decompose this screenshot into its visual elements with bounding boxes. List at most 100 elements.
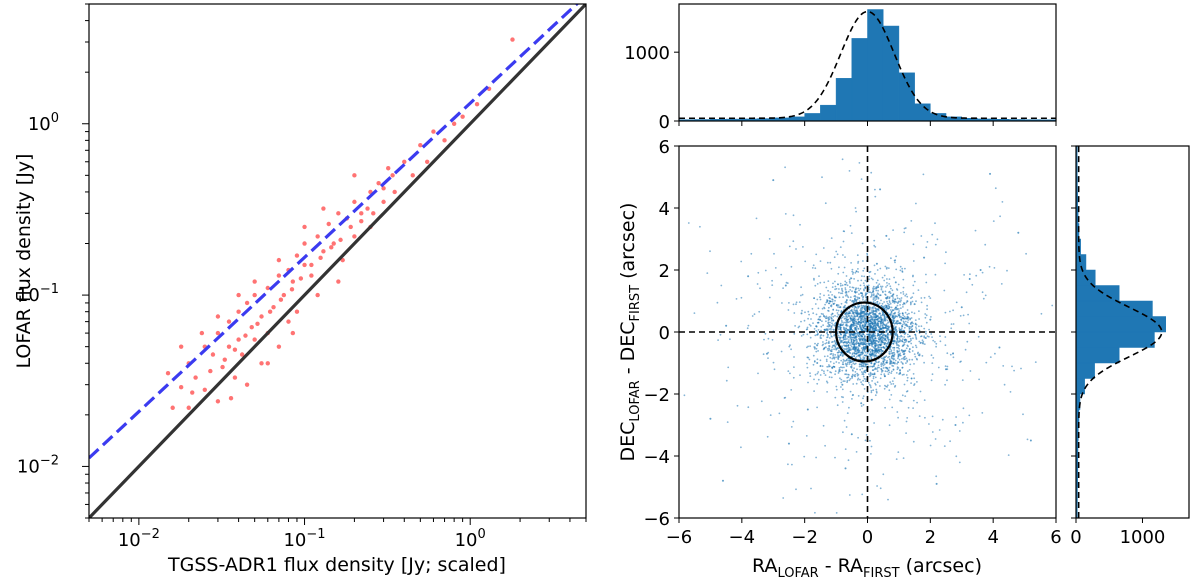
offset-point: [910, 339, 912, 342]
offset-point: [854, 271, 857, 274]
offset-point: [854, 306, 857, 309]
offset-point: [828, 376, 831, 378]
offset-point: [819, 374, 822, 376]
offset-point: [833, 348, 835, 351]
offset-point: [838, 266, 840, 269]
offset-point: [909, 337, 912, 340]
offset-point: [902, 349, 905, 352]
offset-point: [845, 313, 847, 315]
offset-point: [826, 336, 828, 339]
offset-point: [814, 373, 817, 376]
offset-point: [855, 210, 857, 213]
offset-point: [905, 390, 908, 393]
offset-point: [910, 382, 912, 384]
offset-point: [892, 352, 894, 354]
offset-point: [841, 355, 844, 357]
offsets-y-tick-label: 4: [659, 199, 670, 220]
offset-point: [904, 395, 907, 397]
flux-point: [318, 255, 323, 261]
offset-point: [856, 372, 859, 375]
flux-point: [193, 375, 198, 380]
offset-point: [923, 343, 926, 345]
offset-point: [886, 359, 888, 362]
offset-point: [912, 440, 915, 443]
offset-point: [848, 328, 851, 330]
offset-point: [842, 431, 844, 434]
offset-point: [888, 290, 891, 293]
offset-point: [928, 328, 930, 331]
offset-point: [806, 326, 809, 329]
offset-point: [865, 365, 867, 368]
offset-point: [925, 281, 928, 284]
offset-point: [864, 439, 867, 442]
offset-point: [864, 343, 867, 346]
offset-point: [866, 312, 869, 315]
offset-point: [897, 301, 900, 304]
offset-point: [799, 374, 801, 376]
flux-plot-area: [89, 4, 586, 518]
offset-point: [874, 246, 877, 248]
offset-point: [838, 362, 840, 364]
offset-point: [860, 337, 862, 340]
offset-point: [894, 300, 897, 303]
offset-point: [871, 365, 873, 368]
offset-point: [880, 367, 883, 370]
offset-point: [890, 372, 893, 374]
offset-point: [934, 341, 936, 343]
offset-point: [671, 450, 673, 452]
offset-point: [894, 322, 897, 324]
offsets-y-axis-label: DECLOFAR - DECFIRST (arcsec): [617, 203, 643, 462]
offset-point: [994, 352, 996, 355]
offsets-y-tick-label: −6: [643, 509, 670, 530]
offset-point: [787, 463, 789, 466]
offset-point: [884, 356, 886, 359]
offsets-x-tick-label: 2: [925, 527, 936, 548]
offset-point: [897, 354, 900, 357]
flux-point: [402, 159, 407, 164]
offset-point: [842, 296, 844, 299]
offset-point: [768, 296, 771, 299]
offset-point: [842, 341, 845, 344]
offset-point: [851, 343, 854, 345]
offset-point: [906, 295, 909, 298]
flux-point: [276, 273, 282, 278]
offset-point: [832, 299, 834, 301]
offset-point: [820, 337, 823, 339]
flux-point: [309, 262, 314, 268]
offset-point: [919, 390, 922, 393]
offset-point: [907, 319, 910, 321]
offset-point: [882, 356, 885, 359]
offset-point: [850, 365, 853, 368]
offset-point: [873, 264, 876, 267]
offset-point: [845, 345, 848, 348]
offset-point: [876, 279, 879, 282]
offset-point: [910, 317, 913, 319]
offset-point: [853, 363, 856, 366]
offset-point: [813, 347, 816, 350]
offset-point: [835, 287, 838, 290]
offset-point: [860, 311, 862, 314]
offset-point: [837, 309, 840, 312]
offset-point: [815, 325, 818, 328]
offset-point: [883, 305, 886, 308]
offset-point: [838, 370, 840, 373]
offset-point: [860, 315, 863, 318]
offset-point: [887, 498, 889, 501]
offset-point: [878, 349, 880, 351]
offset-point: [821, 176, 823, 179]
offset-point: [809, 372, 811, 375]
offset-point: [803, 455, 806, 458]
offset-point: [832, 315, 835, 318]
offset-point: [887, 322, 889, 324]
offset-point: [931, 431, 934, 433]
offset-point: [918, 415, 921, 417]
offset-point: [931, 336, 933, 338]
ra-histogram-bar: [914, 103, 931, 121]
offset-point: [870, 362, 873, 365]
offset-point: [888, 371, 891, 374]
offset-point: [851, 352, 854, 355]
offset-point: [871, 326, 874, 329]
offset-point: [833, 333, 836, 336]
offset-point: [851, 329, 854, 331]
offset-point: [848, 379, 851, 382]
